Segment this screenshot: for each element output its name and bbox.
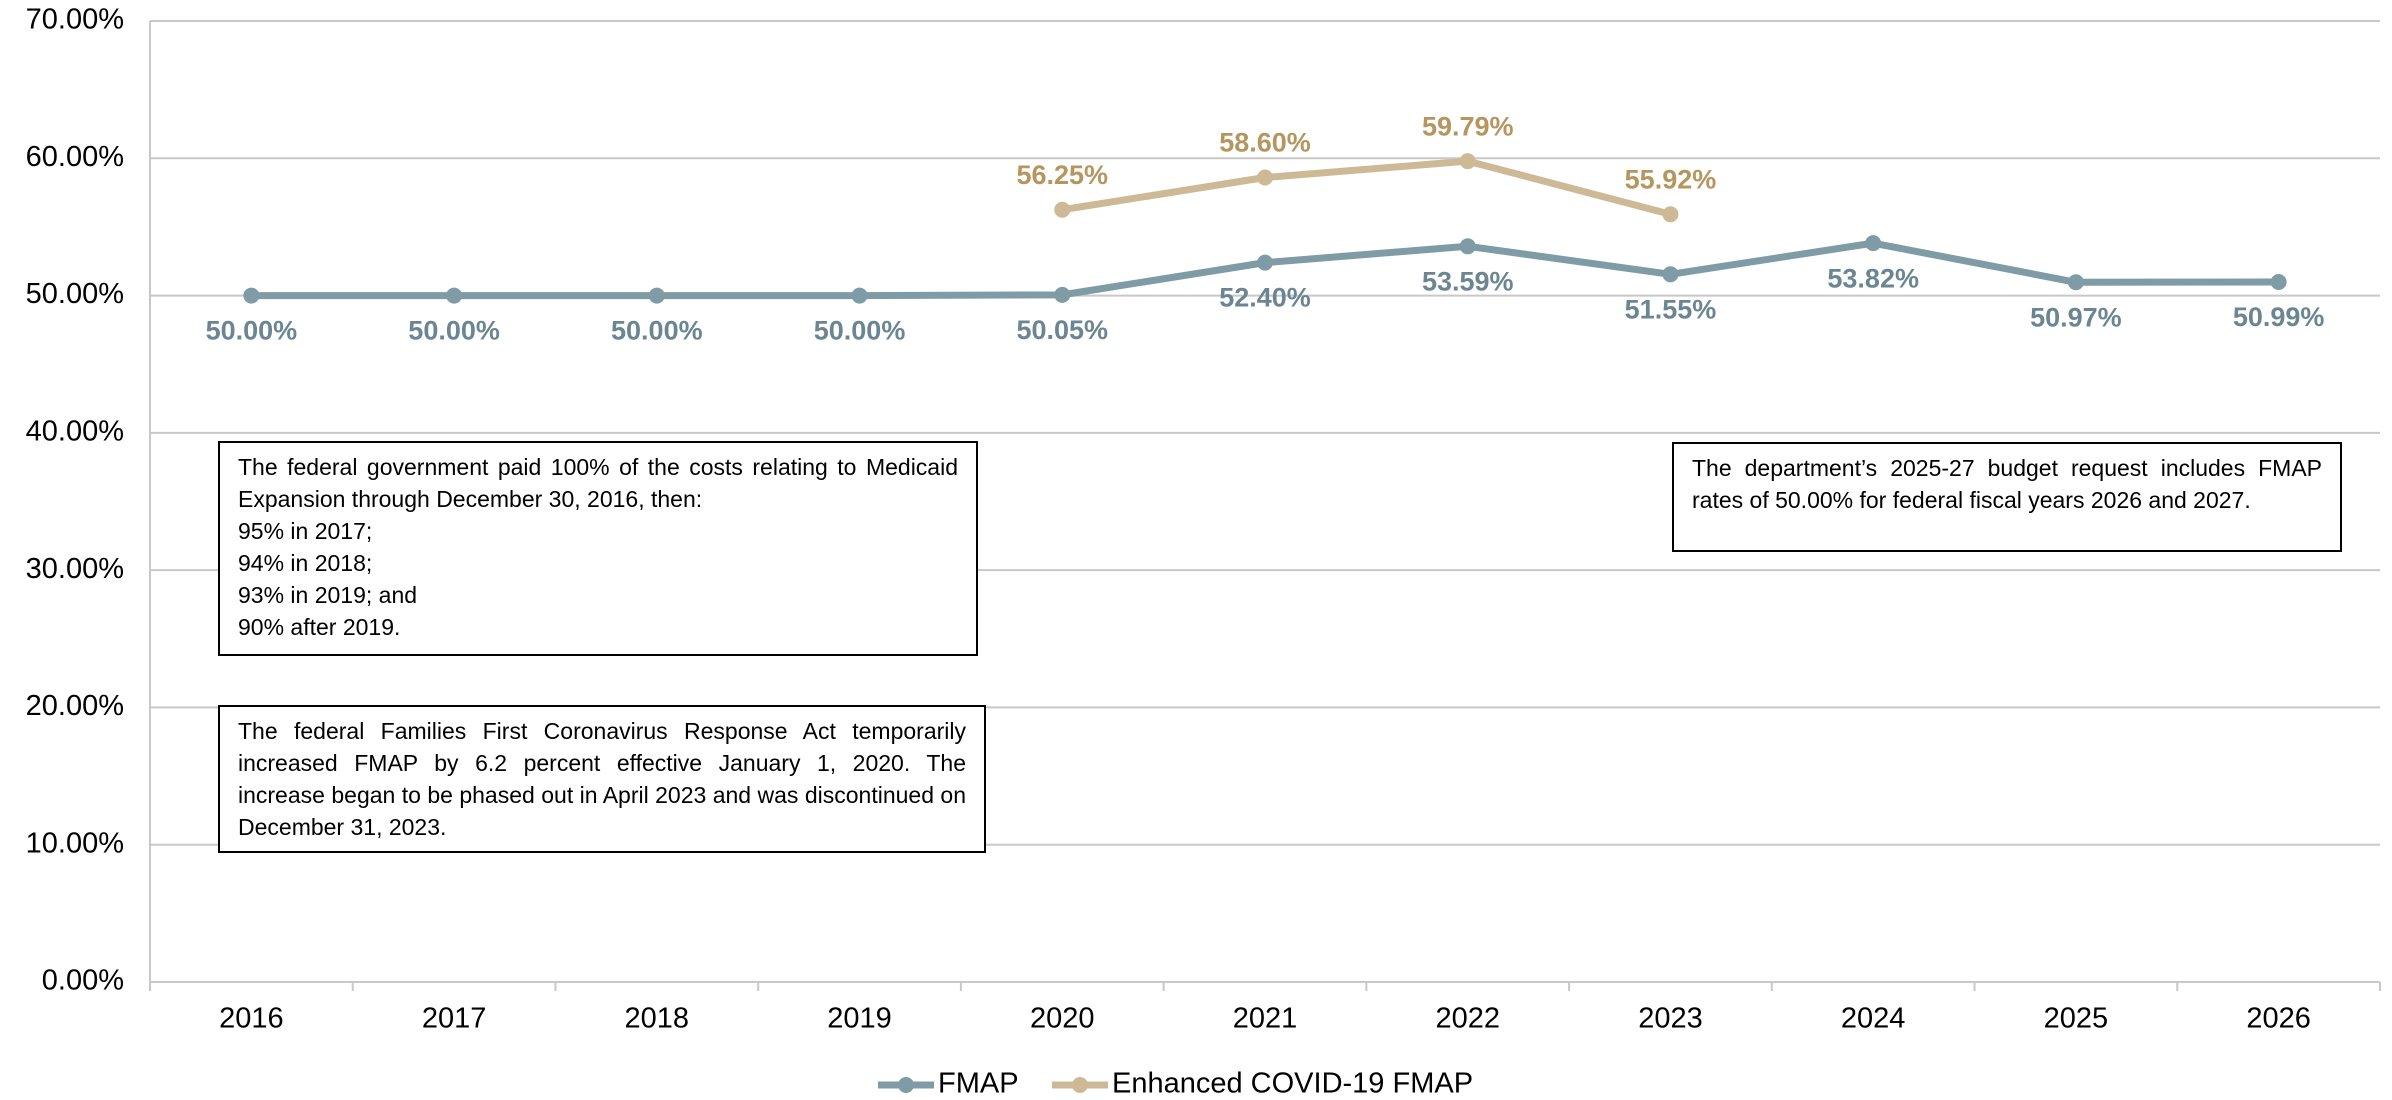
data-label: 50.99% <box>2233 302 2325 332</box>
y-tick-label: 20.00% <box>26 690 124 722</box>
y-tick-label: 70.00% <box>26 4 124 36</box>
x-tick-label: 2022 <box>1435 1003 1500 1035</box>
data-label: 53.59% <box>1422 266 1514 296</box>
data-point <box>446 287 463 304</box>
data-label: 50.00% <box>611 316 703 346</box>
legend-label: FMAP <box>938 1068 1019 1100</box>
annotation-text: The department’s 2025-27 budget request … <box>1692 455 2322 513</box>
data-point <box>851 287 868 304</box>
data-label: 56.25% <box>1016 160 1108 190</box>
data-label: 53.82% <box>1827 263 1919 293</box>
y-tick-label: 10.00% <box>26 827 124 859</box>
x-tick-label: 2020 <box>1030 1003 1095 1035</box>
legend-marker <box>1072 1077 1088 1093</box>
data-point <box>1054 201 1071 218</box>
x-tick-label: 2019 <box>827 1003 892 1035</box>
data-point <box>648 287 665 304</box>
legend-label: Enhanced COVID-19 FMAP <box>1112 1068 1473 1100</box>
y-tick-label: 30.00% <box>26 553 124 585</box>
data-label: 50.00% <box>408 316 500 346</box>
annotation-text: The federal government paid 100% of the … <box>238 454 958 512</box>
data-point <box>1662 206 1679 223</box>
data-point <box>1257 254 1273 271</box>
data-point <box>1257 169 1273 186</box>
data-label: 50.00% <box>814 316 906 346</box>
annotation-text: 95% in 2017; <box>238 518 373 544</box>
x-tick-label: 2025 <box>2044 1003 2109 1035</box>
annotation-text: 90% after 2019. <box>238 614 401 640</box>
y-tick-label: 40.00% <box>26 416 124 448</box>
data-label: 50.00% <box>206 316 298 346</box>
data-label: 59.79% <box>1422 111 1514 141</box>
y-tick-label: 0.00% <box>42 965 124 997</box>
x-tick-label: 2021 <box>1233 1003 1298 1035</box>
data-label: 52.40% <box>1219 283 1311 313</box>
data-label: 55.92% <box>1625 164 1717 194</box>
data-label: 50.05% <box>1016 315 1108 345</box>
data-point <box>243 287 260 304</box>
data-label: 51.55% <box>1625 294 1717 324</box>
x-tick-label: 2023 <box>1638 1003 1703 1035</box>
data-point <box>2067 274 2084 291</box>
data-point <box>1662 266 1679 283</box>
annotation-text: 94% in 2018; <box>238 550 373 576</box>
annotation-text: The federal Families First Coronavirus R… <box>238 718 966 840</box>
data-point <box>1459 238 1476 255</box>
annotation-box: The federal government paid 100% of the … <box>218 441 978 656</box>
annotation-box: The federal Families First Coronavirus R… <box>218 705 986 853</box>
annotation-box: The department’s 2025-27 budget request … <box>1672 442 2342 552</box>
x-tick-label: 2024 <box>1841 1003 1906 1035</box>
x-tick-label: 2017 <box>422 1003 487 1035</box>
data-point <box>2270 273 2287 290</box>
x-tick-label: 2016 <box>219 1003 284 1035</box>
data-point <box>1865 235 1882 252</box>
y-tick-label: 50.00% <box>26 278 124 310</box>
y-tick-label: 60.00% <box>26 141 124 173</box>
x-tick-label: 2018 <box>625 1003 690 1035</box>
data-label: 58.60% <box>1219 128 1311 158</box>
data-point <box>1054 286 1071 303</box>
data-label: 50.97% <box>2030 302 2122 332</box>
legend-marker <box>898 1077 914 1093</box>
data-point <box>1459 153 1476 170</box>
x-tick-label: 2026 <box>2246 1003 2311 1035</box>
series-line <box>1061 157 1672 218</box>
annotation-text: 93% in 2019; and <box>238 582 418 608</box>
